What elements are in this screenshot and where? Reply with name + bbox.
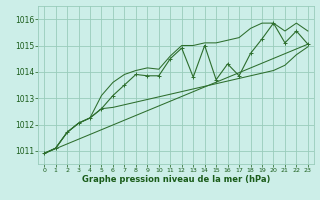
X-axis label: Graphe pression niveau de la mer (hPa): Graphe pression niveau de la mer (hPa)	[82, 175, 270, 184]
